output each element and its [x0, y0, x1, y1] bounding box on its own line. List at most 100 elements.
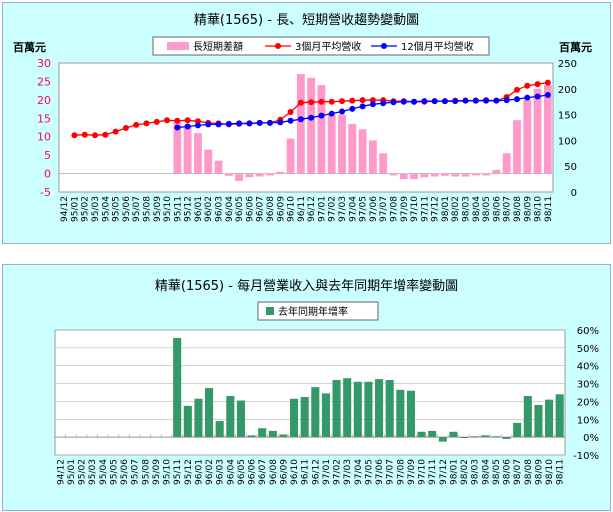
bar-diff [513, 120, 521, 174]
bar-yoy [481, 435, 490, 438]
point-12m [411, 98, 418, 105]
bar-yoy [428, 430, 437, 438]
point-12m [359, 103, 366, 110]
x-tick-label: 97/01 [322, 459, 332, 485]
bar-yoy [491, 436, 500, 438]
bar-diff [307, 77, 316, 174]
x-tick-label: 95/06 [120, 459, 130, 485]
bar-diff [441, 173, 449, 176]
bar-yoy [279, 434, 288, 438]
x-tick-label: 97/12 [431, 196, 441, 222]
bar-diff [471, 173, 480, 176]
x-tick-label: 95/08 [141, 459, 151, 485]
bar-diff [204, 149, 213, 174]
bar-yoy [470, 436, 479, 438]
x-tick-label: 96/01 [194, 459, 204, 485]
x-tick-label: 95/02 [78, 459, 88, 485]
x-tick-label: 98/01 [441, 196, 451, 222]
bar-diff [276, 171, 285, 174]
bar-diff [543, 85, 552, 174]
point-12m [421, 98, 428, 105]
x-tick-label: 96/08 [269, 459, 279, 485]
right-axis-label: 百萬元 [559, 40, 592, 54]
x-tick-label: 97/08 [396, 459, 406, 485]
left-tick-label: 20 [37, 94, 51, 107]
x-tick-label: 95/03 [88, 459, 98, 485]
point-12m [472, 97, 479, 104]
left-tick-label: 25 [37, 75, 51, 88]
y-tick-label: 30% [577, 380, 599, 391]
bar-yoy [417, 431, 426, 438]
bar-yoy [364, 381, 373, 438]
point-3m [349, 97, 356, 104]
x-tick-label: 97/06 [369, 196, 379, 222]
bar-yoy [523, 396, 532, 438]
x-tick-label: 98/11 [556, 459, 566, 485]
x-tick-label: 98/09 [523, 196, 533, 222]
bar-yoy [300, 396, 309, 438]
bar-yoy [375, 379, 384, 438]
bar-yoy [268, 430, 277, 438]
point-12m [236, 120, 243, 127]
chart1-svg: 百萬元 百萬元302520151050-525020015010050094/12… [13, 36, 592, 222]
point-3m [153, 118, 160, 125]
point-3m [194, 118, 201, 125]
x-tick-label: 97/04 [348, 196, 358, 222]
bar-diff [389, 173, 398, 176]
x-tick-label: 96/03 [216, 459, 226, 485]
point-12m [184, 123, 191, 130]
bar-yoy [258, 428, 267, 438]
point-12m [194, 122, 201, 129]
bar-yoy [183, 405, 192, 438]
bar-yoy [502, 437, 511, 439]
bar-diff [348, 123, 357, 174]
bar-diff [317, 85, 326, 174]
left-tick-label: 10 [37, 131, 51, 144]
bar-diff [482, 173, 491, 176]
x-tick-label: 95/11 [173, 459, 183, 485]
point-3m [122, 125, 129, 132]
bar-yoy [215, 421, 224, 438]
left-tick-label: 30 [37, 57, 51, 70]
point-3m [287, 109, 294, 116]
bar-yoy [449, 431, 458, 438]
bar-diff [224, 173, 233, 176]
bar-yoy [460, 437, 469, 439]
chart1-title: 精華(1565) - 長、短期營收趨勢變動圖 [193, 13, 420, 28]
point-12m [462, 97, 469, 104]
legend-swatch-diff [167, 42, 189, 50]
point-3m [308, 99, 315, 106]
bar-diff [451, 173, 460, 177]
bar-yoy [555, 394, 564, 438]
x-tick-label: 98/05 [492, 459, 502, 485]
bar-diff [430, 173, 439, 177]
bar-yoy [321, 393, 330, 438]
x-tick-label: 96/08 [266, 196, 276, 222]
bar-yoy [513, 422, 522, 438]
left-axis-label: 百萬元 [13, 40, 46, 54]
x-tick-label: 98/01 [449, 459, 459, 485]
point-3m [112, 128, 119, 135]
x-tick-label: 97/03 [338, 196, 348, 222]
x-tick-label: 97/12 [439, 459, 449, 485]
x-tick-label: 95/01 [70, 196, 80, 222]
right-tick-label: 0 [571, 188, 577, 199]
x-tick-label: 98/03 [462, 196, 472, 222]
point-12m [205, 121, 212, 128]
x-tick-label: 96/11 [297, 196, 307, 222]
point-12m [483, 97, 490, 104]
point-12m [369, 101, 376, 108]
point-12m [544, 91, 551, 98]
bar-yoy [332, 380, 341, 438]
y-tick-label: -10% [573, 451, 599, 462]
x-tick-label: 95/09 [152, 459, 162, 485]
point-3m [513, 86, 520, 93]
point-12m [513, 96, 520, 103]
point-3m [81, 131, 88, 138]
bar-diff [245, 173, 254, 178]
bar-yoy [236, 400, 245, 438]
bar-diff [358, 129, 367, 174]
x-tick-label: 96/09 [279, 459, 289, 485]
bar-diff [286, 138, 295, 174]
right-tick-label: 250 [558, 59, 577, 70]
